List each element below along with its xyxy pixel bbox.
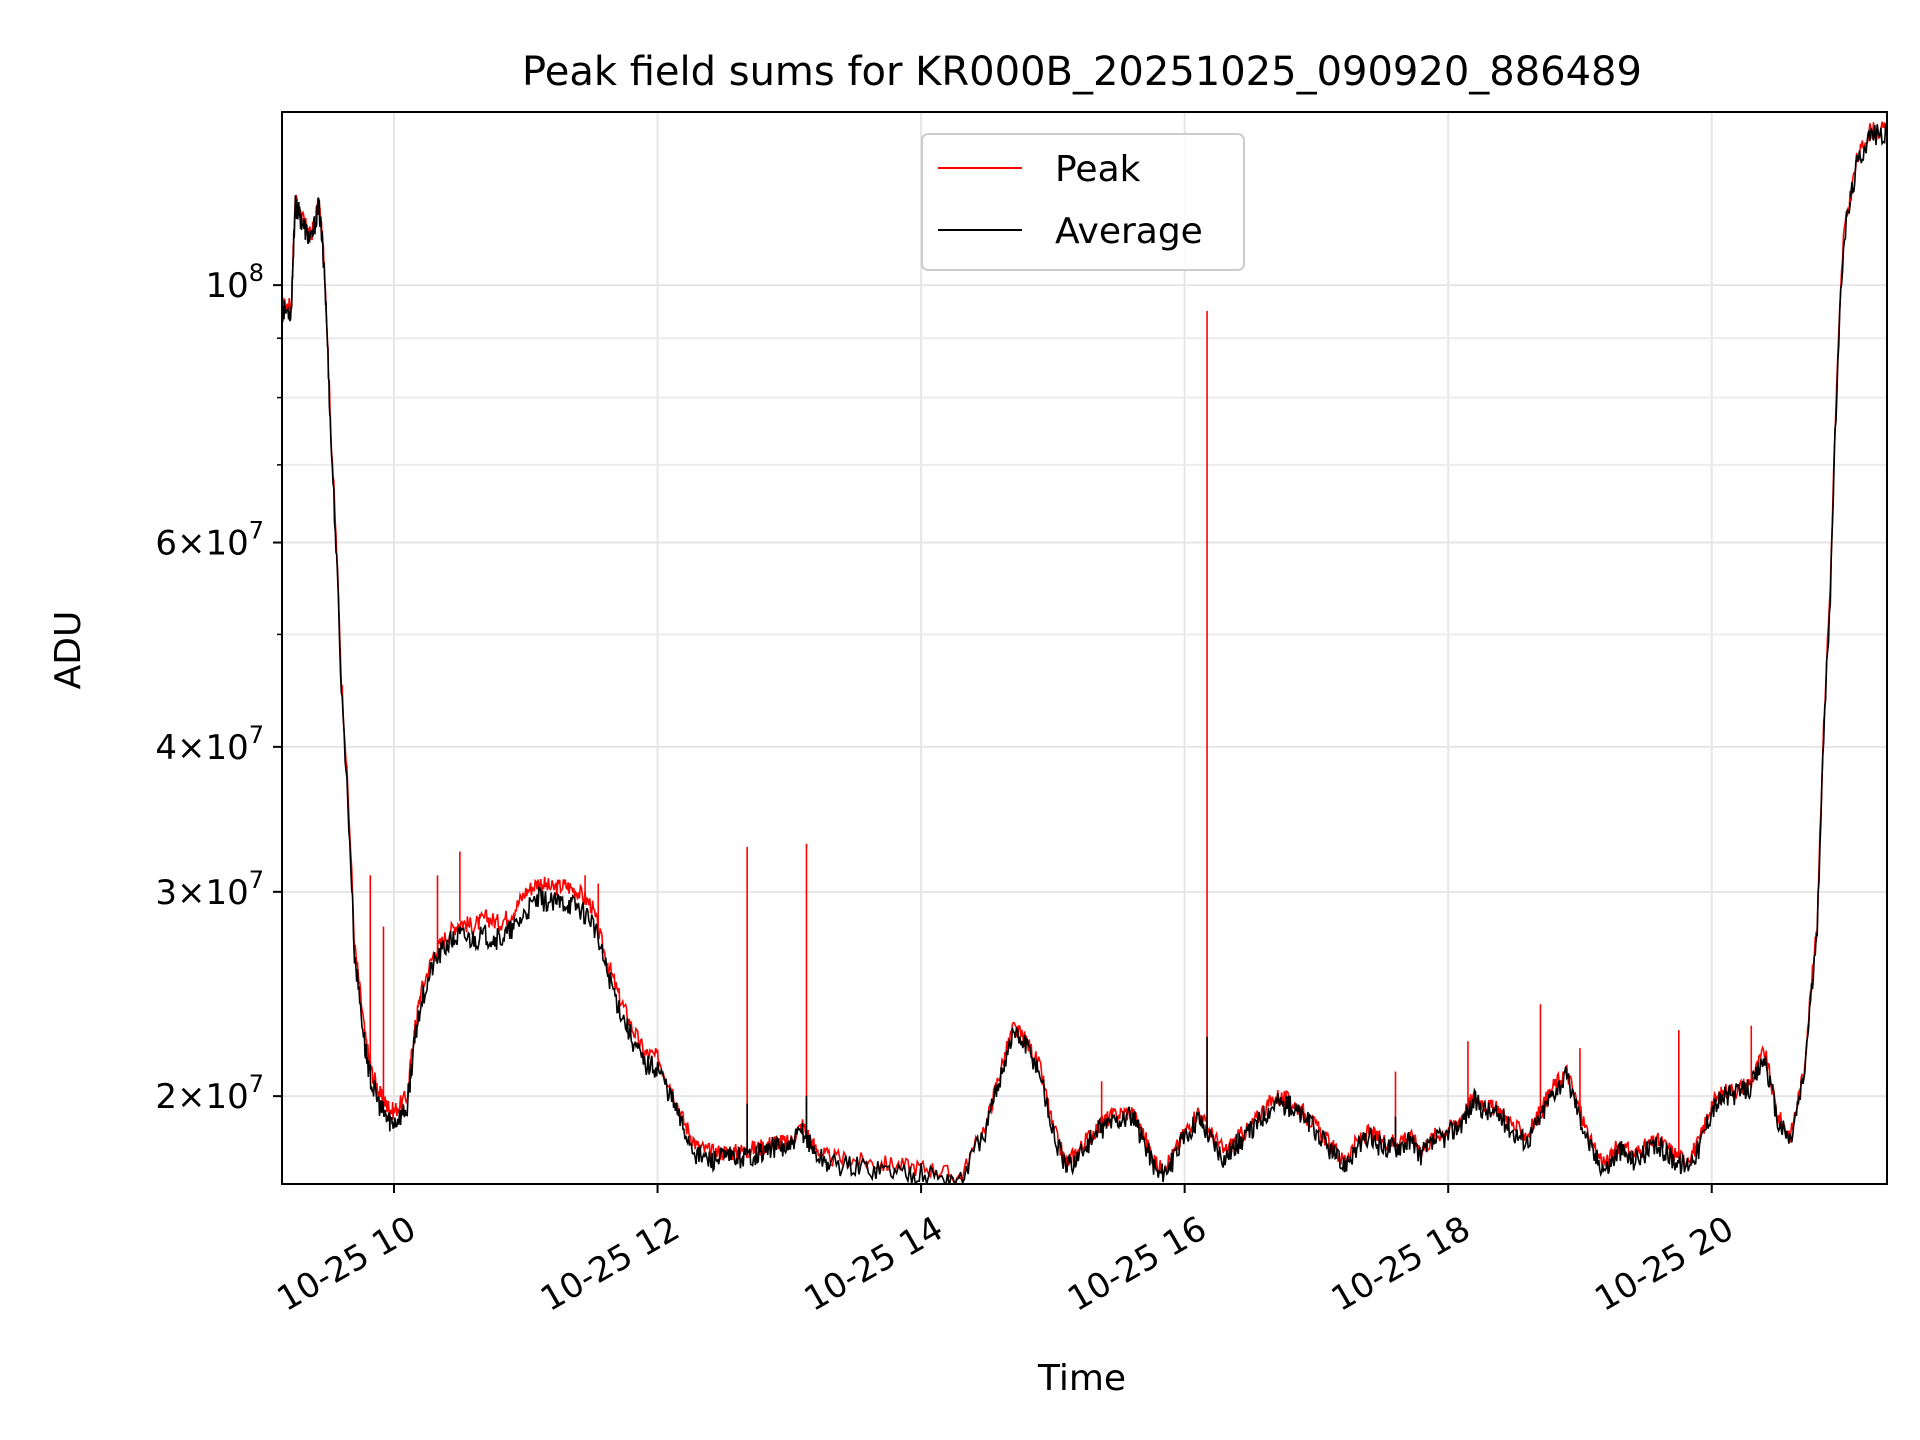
legend-peak-label: Peak <box>1055 149 1141 190</box>
x-tick-label: 10-25 10 <box>271 1209 423 1320</box>
y-tick-label: 6×107 <box>155 517 264 564</box>
y-tick-label: 4×107 <box>155 721 264 768</box>
x-tick-label: 10-25 18 <box>1325 1209 1477 1320</box>
series-line-average <box>282 123 1887 1184</box>
x-tick-label: 10-25 20 <box>1588 1209 1740 1320</box>
series-line-peak <box>282 121 1887 1184</box>
legend-average-label: Average <box>1055 211 1203 252</box>
y-tick-label: 3×107 <box>155 866 264 913</box>
x-tick-label: 10-25 12 <box>534 1209 686 1320</box>
x-axis-label: Time <box>1037 1358 1126 1399</box>
y-tick-label: 2×107 <box>155 1070 264 1117</box>
chart-title: Peak field sums for KR000B_20251025_0909… <box>522 49 1642 95</box>
x-tick-label: 10-25 14 <box>798 1209 950 1320</box>
series-layer <box>282 121 1887 1184</box>
legend: Peak Average <box>921 133 1245 271</box>
y-axis-label: ADU <box>48 611 89 690</box>
grid-layer <box>282 112 1887 1184</box>
x-tick-label: 10-25 16 <box>1061 1209 1213 1320</box>
y-tick-label: 108 <box>205 259 264 306</box>
plot-frame <box>281 111 1888 1185</box>
